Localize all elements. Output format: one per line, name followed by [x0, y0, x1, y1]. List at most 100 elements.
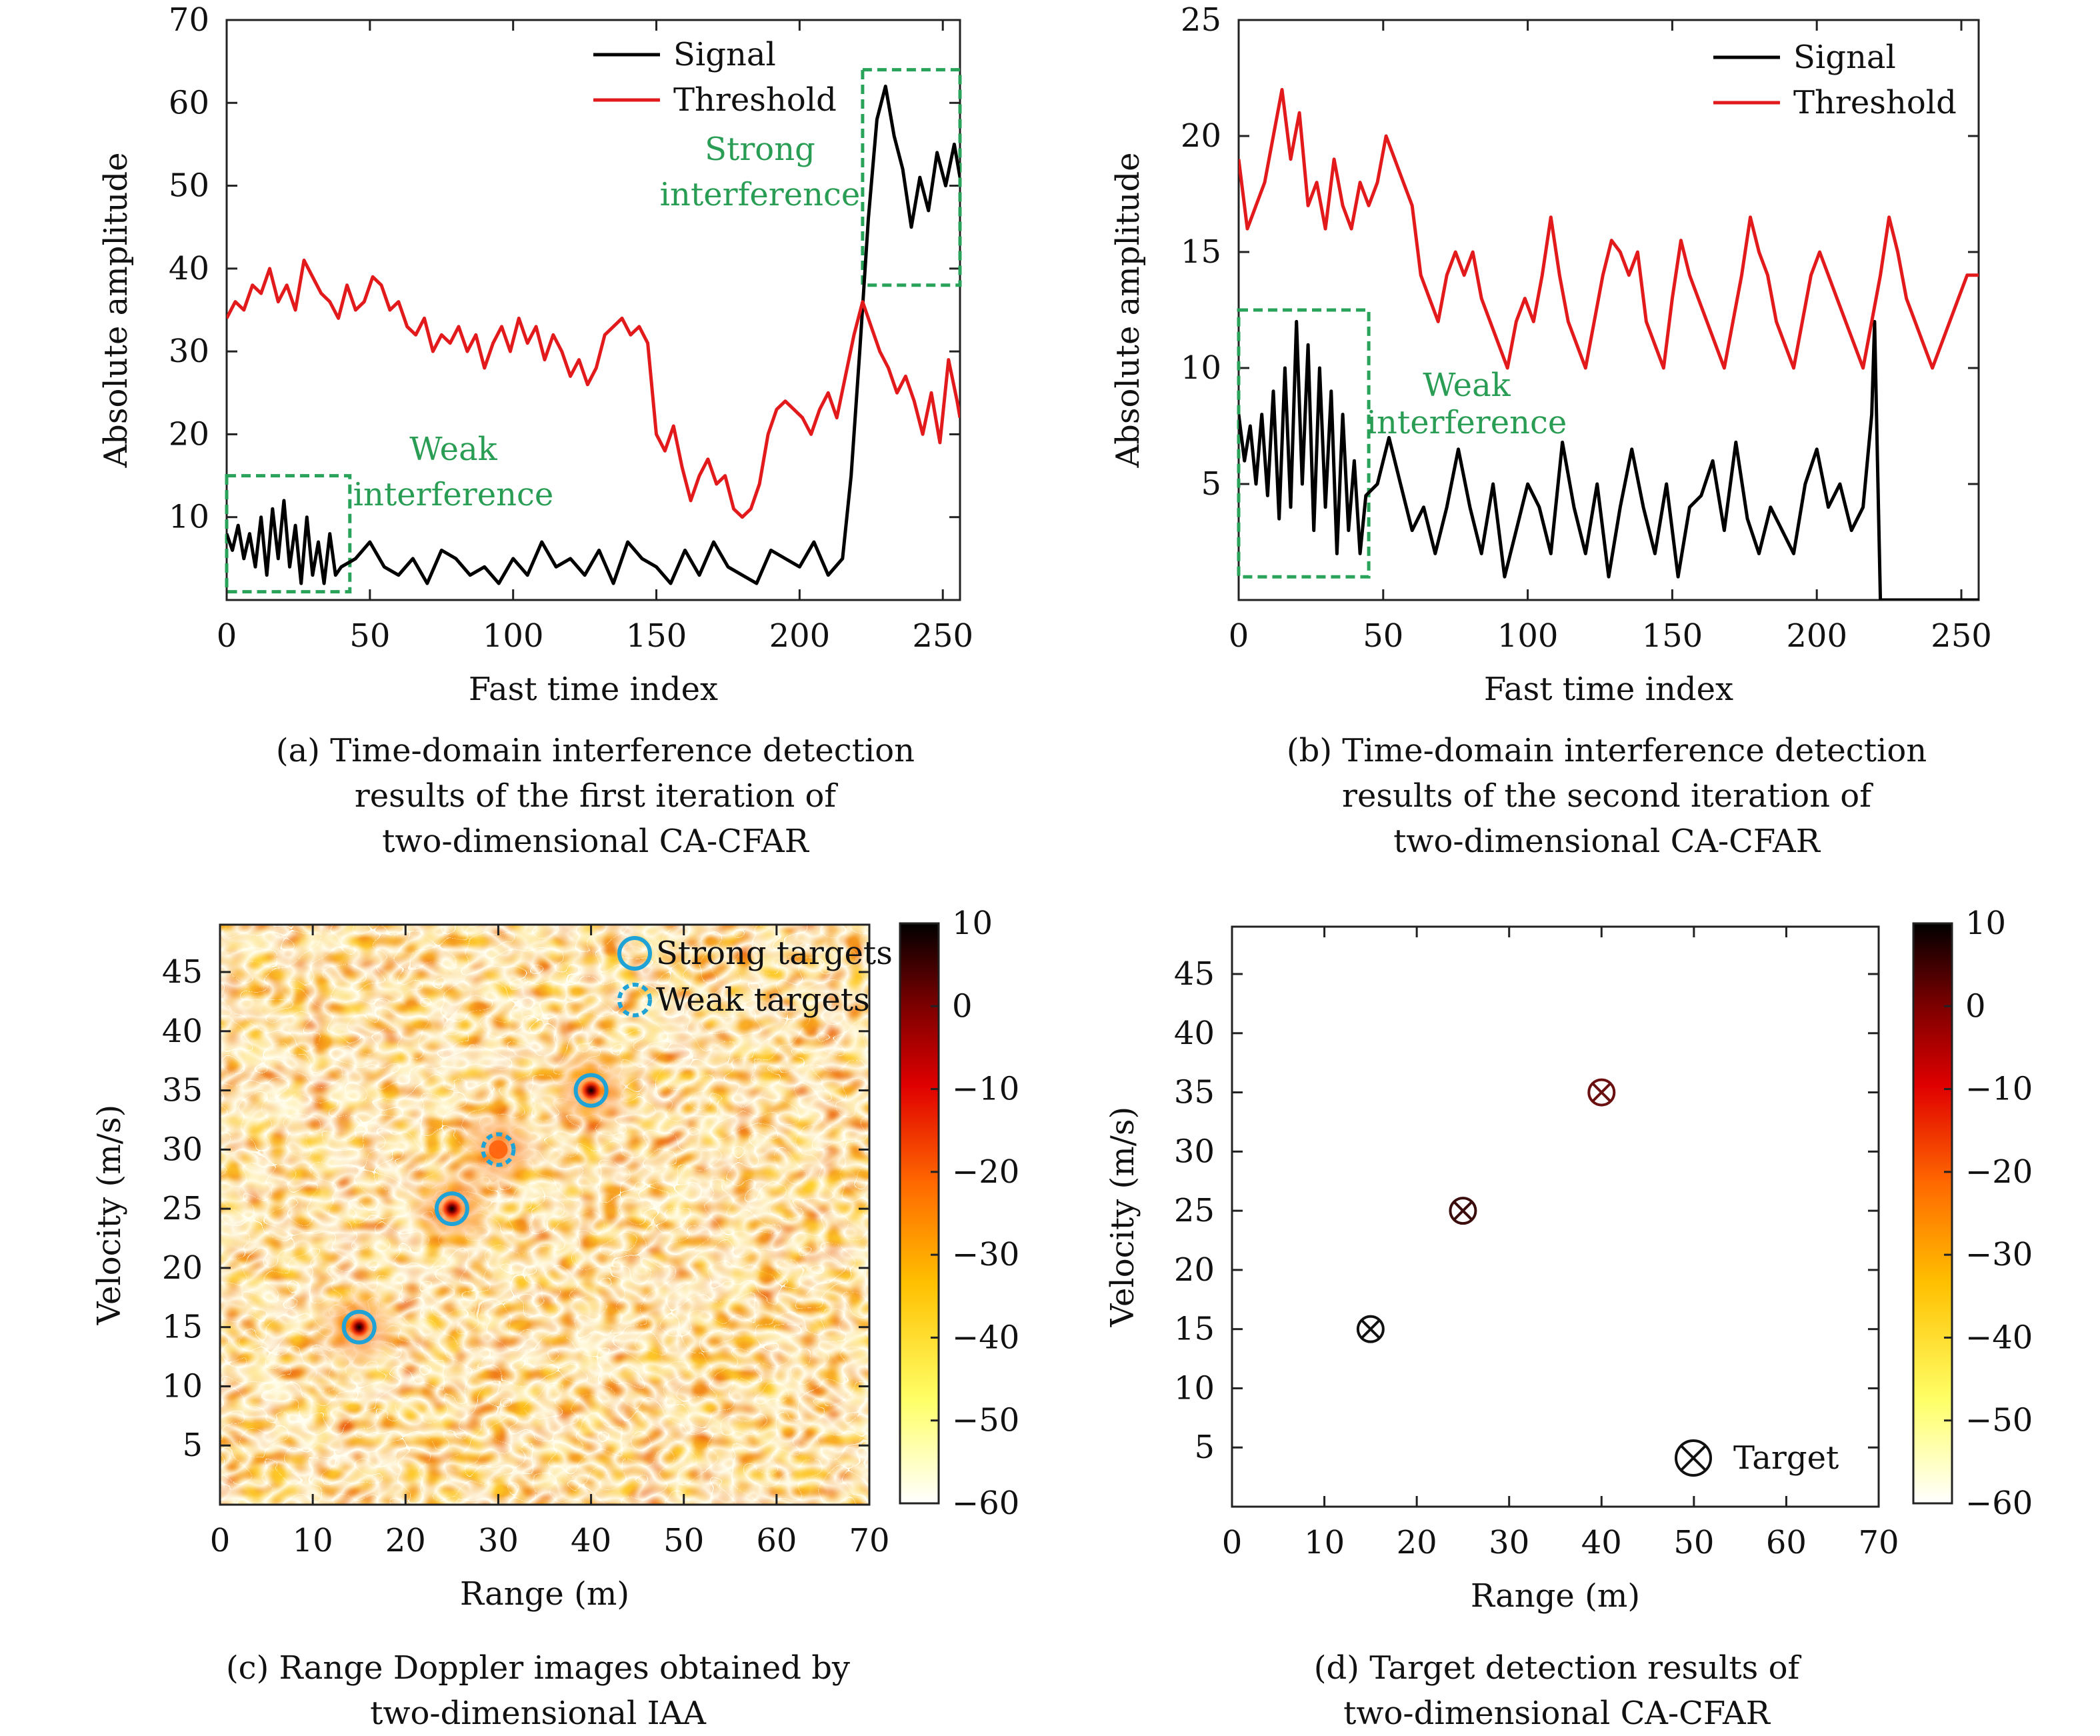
- annotation-text: interference: [660, 176, 861, 213]
- x-tick-label: 150: [1642, 617, 1703, 655]
- y-tick-label: 40: [1174, 1015, 1215, 1052]
- x-tick-label: 60: [756, 1522, 797, 1559]
- colorbar-tick-label: −40: [952, 1319, 1019, 1356]
- heatmap-image: [220, 925, 869, 1505]
- y-tick-label: 15: [1181, 233, 1221, 271]
- legend-label-strong-targets: Strong targets: [656, 935, 893, 972]
- legend-swatch-target-ring: [1675, 1439, 1712, 1477]
- y-tick-label: 70: [169, 1, 209, 39]
- series-line-signal: [1239, 319, 1979, 600]
- heatmap-peak: [348, 1316, 370, 1338]
- x-tick-label: 20: [385, 1522, 426, 1559]
- target-marker-cross-2: [1591, 1082, 1612, 1103]
- colorbar-tick-label: 10: [1965, 905, 2006, 942]
- caption-d-line-1: (d) Target detection results of: [1313, 1649, 1800, 1687]
- x-tick-label: 50: [349, 617, 390, 655]
- plot-frame: [219, 923, 871, 1506]
- y-tick-label: 20: [169, 415, 209, 453]
- legend: Signal Threshold: [593, 36, 837, 119]
- interference-box: [861, 68, 962, 287]
- legend-swatch-strong-targets: [617, 936, 652, 971]
- strong-target-marker: [341, 1309, 377, 1345]
- caption-a-line-3: two-dimensional CA-CFAR: [382, 823, 809, 860]
- y-tick-label: 20: [162, 1249, 203, 1287]
- x-tick-label: 70: [1858, 1524, 1899, 1561]
- legend-label-signal: Signal: [673, 36, 776, 73]
- y-axis-label: Velocity (m/s): [91, 1105, 128, 1326]
- y-tick-label: 25: [1181, 1, 1221, 39]
- series-line-threshold: [227, 258, 960, 519]
- caption-b-line-1: (b) Time-domain interference detection: [1286, 732, 1927, 769]
- colorbar-tick-label: −50: [1965, 1402, 2033, 1439]
- colorbar-tick-label: −30: [952, 1236, 1019, 1273]
- x-tick-label: 250: [912, 617, 973, 655]
- target-marker: [1587, 1078, 1616, 1107]
- target-marker-cross-2: [1453, 1201, 1473, 1221]
- x-tick-label: 50: [1673, 1524, 1714, 1561]
- y-tick-label: 10: [162, 1367, 203, 1405]
- x-tick-label: 40: [1581, 1524, 1622, 1561]
- colorbar-tick-label: 0: [1965, 987, 1986, 1025]
- x-tick-label: 10: [293, 1522, 333, 1559]
- x-axis-label: Fast time index: [1484, 671, 1733, 708]
- heatmap-peak: [580, 1079, 602, 1101]
- x-axis-label: Fast time index: [469, 671, 718, 708]
- target-marker: [1449, 1197, 1477, 1225]
- legend-swatch-target-cross-2: [1680, 1445, 1707, 1471]
- x-tick-label: 0: [1229, 617, 1249, 655]
- caption-a-line-1: (a) Time-domain interference detection: [275, 732, 915, 769]
- caption-b: (b) Time-domain interference detection r…: [1190, 728, 2023, 864]
- legend: Signal Threshold: [1713, 39, 1957, 121]
- x-tick-label: 200: [769, 617, 831, 655]
- x-tick-label: 0: [210, 1522, 231, 1559]
- y-tick-label: 35: [162, 1072, 203, 1109]
- y-tick-label: 5: [182, 1427, 203, 1464]
- colorbar-tick-label: −60: [952, 1485, 1019, 1522]
- legend: Strong targets Weak targets: [617, 935, 893, 1019]
- x-tick-label: 10: [1304, 1524, 1345, 1561]
- series-line-signal: [227, 84, 960, 585]
- target-marker-ring: [1449, 1197, 1477, 1225]
- colorbar-tick-label: −10: [952, 1071, 1019, 1108]
- y-tick-label: 20: [1174, 1251, 1215, 1289]
- target-marker: [1356, 1315, 1385, 1343]
- x-tick-label: 30: [1489, 1524, 1529, 1561]
- caption-c-line-2: two-dimensional IAA: [370, 1695, 706, 1732]
- y-tick-label: 45: [1174, 955, 1215, 993]
- colorbar-tick-label: 0: [952, 987, 973, 1025]
- colorbar-tick-label: −30: [1965, 1236, 2033, 1273]
- caption-d: (d) Target detection results of two-dime…: [1140, 1645, 1973, 1736]
- colorbar-tick-label: −20: [952, 1153, 1019, 1191]
- x-tick-label: 250: [1931, 617, 1992, 655]
- colorbar: [899, 922, 940, 1505]
- y-tick-label: 5: [1194, 1429, 1215, 1466]
- target-marker-cross-2: [1361, 1319, 1381, 1339]
- legend-swatch-target: [1675, 1439, 1712, 1477]
- panel-d: 0 10 20 30 40 50 60 70 5 10 15 20 25 30 35 40 45 Range (m…: [1104, 905, 2033, 1615]
- x-axis-label: Range (m): [460, 1575, 629, 1613]
- x-tick-label: 50: [1363, 617, 1403, 655]
- y-axis-label: Velocity (m/s): [1104, 1107, 1141, 1328]
- caption-a: (a) Time-domain interference detection r…: [179, 728, 1012, 864]
- colorbar: [1912, 922, 1953, 1505]
- heatmap-highlights: [220, 925, 869, 1505]
- caption-b-line-2: results of the second iteration of: [1342, 777, 1871, 815]
- y-tick-label: 10: [1181, 349, 1221, 387]
- x-tick-label: 200: [1786, 617, 1847, 655]
- annotation-text: interference: [353, 476, 554, 513]
- y-tick-label: 10: [1174, 1369, 1215, 1407]
- legend-label-signal: Signal: [1793, 39, 1896, 76]
- series-group: [227, 84, 960, 585]
- panel-b: 0 50 100 150 200 250 5 10 15 20 25 Fast time index A…: [1109, 1, 1992, 708]
- y-tick-label: 60: [169, 84, 209, 121]
- x-tick-label: 0: [217, 617, 237, 655]
- plot-frame: [1231, 925, 1880, 1508]
- y-tick-label: 30: [169, 333, 209, 370]
- interference-box: [1237, 308, 1371, 579]
- y-axis-label: Absolute amplitude: [1109, 152, 1147, 468]
- y-tick-label: 25: [1174, 1192, 1215, 1229]
- legend-label-threshold: Threshold: [1793, 84, 1957, 121]
- legend-label-weak-targets: Weak targets: [656, 981, 870, 1019]
- caption-c-line-1: (c) Range Doppler images obtained by: [225, 1649, 851, 1687]
